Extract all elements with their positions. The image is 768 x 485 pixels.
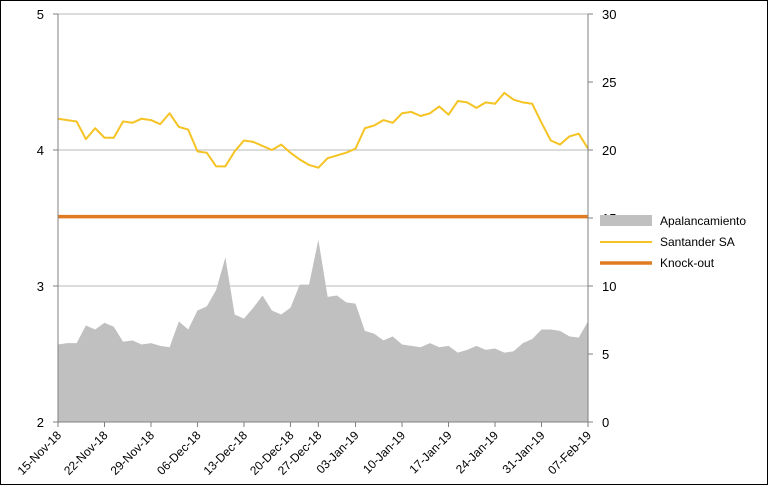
legend-label-knock-out: Knock-out — [660, 256, 715, 270]
axes — [53, 13, 593, 427]
x-tick-label-13-Dec-18: 13-Dec-18 — [201, 428, 251, 478]
x-tick-label-07-Feb-19: 07-Feb-19 — [545, 428, 594, 477]
line-layer — [57, 91, 589, 219]
right-tick-label-25: 25 — [602, 75, 616, 90]
x-tick-label-10-Jan-19: 10-Jan-19 — [360, 428, 408, 476]
x-tick-label-22-Nov-18: 22-Nov-18 — [61, 428, 111, 478]
series-apalancamiento-area — [58, 239, 588, 422]
left-tick-label-4: 4 — [37, 143, 44, 158]
right-tick-label-5: 5 — [602, 347, 609, 362]
area-layer — [58, 239, 588, 422]
left-tick-label-2: 2 — [37, 415, 44, 430]
right-tick-label-30: 30 — [602, 7, 616, 22]
right-tick-label-0: 0 — [602, 415, 609, 430]
left-tick-label-3: 3 — [37, 279, 44, 294]
legend-label-santander-sa: Santander SA — [660, 235, 735, 249]
x-tick-label-31-Jan-19: 31-Jan-19 — [500, 428, 548, 476]
legend: Apalancamiento Santander SA Knock-out — [600, 214, 746, 270]
legend-swatch-apalancamiento — [600, 215, 652, 226]
x-tick-label-15-Nov-18: 15-Nov-18 — [15, 428, 65, 478]
series-santander-sa-line — [57, 91, 589, 169]
left-tick-label-5: 5 — [37, 7, 44, 22]
right-tick-label-10: 10 — [602, 279, 616, 294]
x-tick-label-17-Jan-19: 17-Jan-19 — [407, 428, 455, 476]
x-tick-label-29-Nov-18: 29-Nov-18 — [108, 428, 158, 478]
x-tick-label-24-Jan-19: 24-Jan-19 — [453, 428, 501, 476]
x-tick-label-06-Dec-18: 06-Dec-18 — [154, 428, 204, 478]
legend-label-apalancamiento: Apalancamiento — [660, 214, 746, 228]
right-tick-label-20: 20 — [602, 143, 616, 158]
